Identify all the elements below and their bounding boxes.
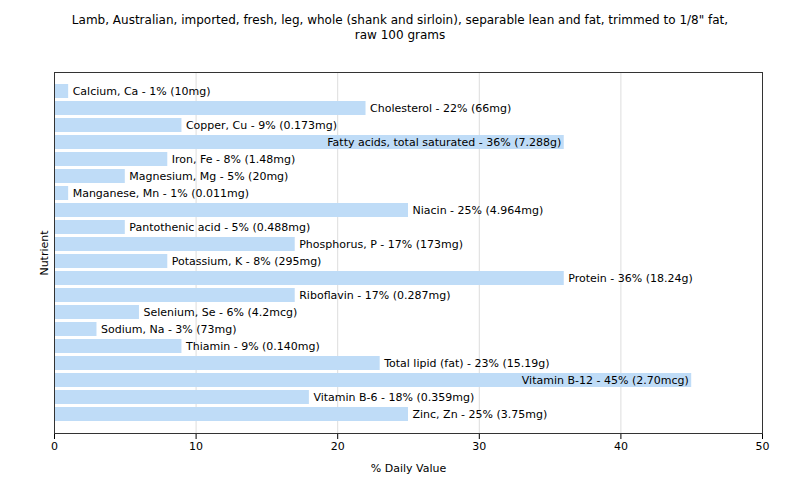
svg-text:Manganese, Mn - 1% (0.011mg): Manganese, Mn - 1% (0.011mg) xyxy=(73,187,249,200)
svg-text:Phosphorus, P - 17% (173mg): Phosphorus, P - 17% (173mg) xyxy=(299,238,463,251)
svg-text:Thiamin - 9% (0.140mg): Thiamin - 9% (0.140mg) xyxy=(185,340,320,353)
html-text:Lamb, Australian, imported, fr: Lamb, Australian, imported, fresh, leg, … xyxy=(71,13,729,42)
svg-text:Vitamin B-12 - 45% (2.70mcg): Vitamin B-12 - 45% (2.70mcg) xyxy=(522,374,689,387)
svg-text:Pantothenic acid - 5% (0.488mg: Pantothenic acid - 5% (0.488mg) xyxy=(129,221,310,234)
svg-text:Total lipid (fat) - 23% (15.19: Total lipid (fat) - 23% (15.19g) xyxy=(383,357,549,370)
svg-text:Nutrient: Nutrient xyxy=(38,230,51,276)
svg-text:% Daily Value: % Daily Value xyxy=(371,462,447,475)
svg-text:Selenium, Se - 6% (4.2mcg): Selenium, Se - 6% (4.2mcg) xyxy=(143,306,297,319)
svg-text:Zinc, Zn - 25% (3.75mg): Zinc, Zn - 25% (3.75mg) xyxy=(413,408,548,421)
svg-text:Sodium, Na - 3% (73mg): Sodium, Na - 3% (73mg) xyxy=(101,323,237,336)
svg-text:30: 30 xyxy=(472,440,486,453)
svg-text:Riboflavin - 17% (0.287mg): Riboflavin - 17% (0.287mg) xyxy=(299,289,450,302)
svg-text:Magnesium, Mg - 5% (20mg): Magnesium, Mg - 5% (20mg) xyxy=(129,170,288,183)
svg-text:20: 20 xyxy=(331,440,345,453)
svg-text:Iron, Fe - 8% (1.48mg): Iron, Fe - 8% (1.48mg) xyxy=(172,153,295,166)
svg-text:Niacin - 25% (4.964mg): Niacin - 25% (4.964mg) xyxy=(413,204,544,217)
svg-text:Calcium, Ca - 1% (10mg): Calcium, Ca - 1% (10mg) xyxy=(73,85,211,98)
svg-text:Protein - 36% (18.24g): Protein - 36% (18.24g) xyxy=(568,272,693,285)
svg-text:Fatty acids, total saturated -: Fatty acids, total saturated - 36% (7.28… xyxy=(327,136,561,149)
svg-text:0: 0 xyxy=(51,440,58,453)
svg-text:40: 40 xyxy=(614,440,628,453)
svg-text:Cholesterol - 22% (66mg): Cholesterol - 22% (66mg) xyxy=(370,102,511,115)
svg-text:10: 10 xyxy=(189,440,203,453)
svg-text:Potassium, K - 8% (295mg): Potassium, K - 8% (295mg) xyxy=(172,255,322,268)
svg-text:50: 50 xyxy=(756,440,770,453)
svg-text:Copper, Cu - 9% (0.173mg): Copper, Cu - 9% (0.173mg) xyxy=(186,119,337,132)
svg-text:Vitamin B-6 - 18% (0.359mg): Vitamin B-6 - 18% (0.359mg) xyxy=(313,391,474,404)
